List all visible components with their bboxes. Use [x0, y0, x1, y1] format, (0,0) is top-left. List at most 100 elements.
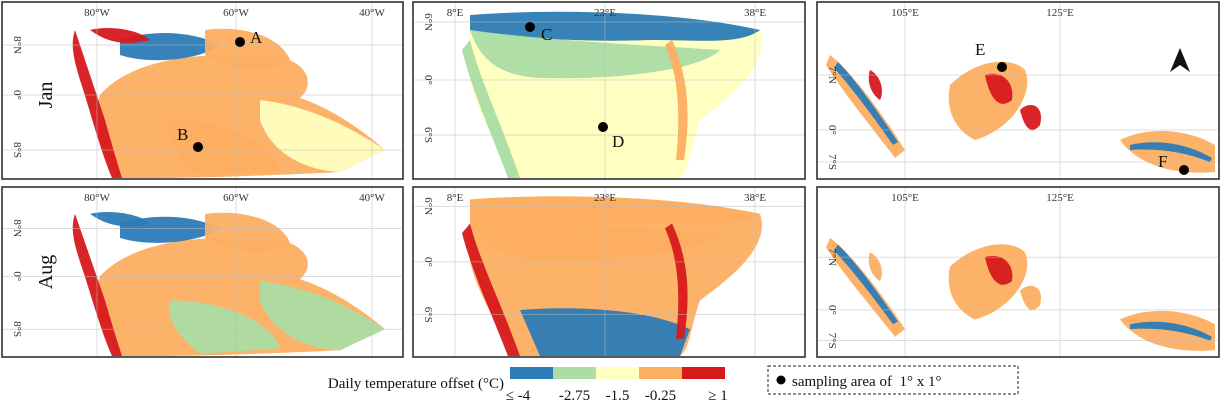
lon-label: 23°E: [594, 192, 616, 204]
lat-label: 7°S: [826, 333, 838, 349]
lat-label: 7°S: [826, 154, 838, 170]
legend-swatch: [596, 367, 639, 379]
north-arrow: [1170, 48, 1190, 72]
land-region: [985, 73, 1013, 104]
land-region: [1120, 310, 1215, 351]
lon-label: 40°W: [359, 192, 385, 204]
legend-swatch: [639, 367, 682, 379]
land-region: [260, 100, 385, 172]
lon-label: 38°E: [744, 7, 766, 19]
legend-swatch: [510, 367, 553, 379]
land-region: [948, 61, 1028, 140]
lon-label: 125°E: [1046, 7, 1074, 19]
sampling-box: [767, 365, 1019, 395]
land: [413, 187, 805, 357]
lon-label: 105°E: [891, 7, 919, 19]
land-region: [90, 28, 150, 43]
land-region: [985, 255, 1013, 285]
land-region: [1120, 130, 1215, 173]
labels: 80°W 60°W 40°W 8°N 0° 8°S 8°E 23°E 38°E 6°N 0° 6°S 1…: [11, 7, 1074, 349]
lat-label: 7°N: [826, 66, 838, 84]
land-region: [1130, 321, 1212, 341]
row-label: Aug: [35, 255, 57, 289]
legend: ≤ -4 -2.75 -1.5 -0.25 ≥ 1: [506, 367, 728, 404]
panel-frame: [816, 1, 1220, 180]
row-label: Jan: [35, 82, 57, 109]
lon-label: 8°E: [447, 192, 464, 204]
sampling-note: sampling area of 1° x 1°: [792, 374, 941, 390]
lon-label: 80°W: [84, 192, 110, 204]
lat-label: 0°: [422, 75, 434, 85]
land-region: [1130, 142, 1212, 162]
site-dot: [1179, 165, 1189, 175]
lon-label: 8°E: [447, 7, 464, 19]
sampling-dot: [776, 375, 786, 385]
land-region: [72, 30, 122, 178]
site-label: B: [177, 125, 188, 144]
land: [2, 2, 403, 179]
site-label: A: [250, 28, 263, 47]
land-region: [462, 223, 520, 357]
lat-label: 8°N: [11, 219, 23, 237]
land: [817, 2, 1219, 179]
land-region: [205, 28, 290, 70]
lon-label: 80°W: [84, 7, 110, 19]
lon-label: 125°E: [1046, 192, 1074, 204]
lon-label: 60°W: [223, 7, 249, 19]
lon-label: 60°W: [223, 192, 249, 204]
legend-label: ≤ -4: [506, 388, 531, 404]
site-dot: [598, 122, 608, 132]
land-region: [470, 11, 760, 41]
land: [2, 187, 403, 357]
lat-label: 0°: [826, 125, 838, 135]
legend-label: -1.5: [606, 388, 630, 404]
map-panel: [1, 1, 404, 180]
legend-title: Daily temperature offset (°C): [328, 376, 504, 392]
legend-swatch: [553, 367, 596, 379]
legend-swatch: [682, 367, 725, 379]
lat-label: 6°N: [422, 13, 434, 31]
land: [817, 187, 1219, 357]
land-region: [1020, 105, 1041, 130]
land-region: [470, 196, 760, 225]
lat-label: 7°N: [826, 248, 838, 266]
legend-label: ≥ 1: [708, 388, 727, 404]
land-region: [72, 213, 122, 357]
lat-label: 0°: [826, 305, 838, 315]
land-region: [1020, 285, 1041, 310]
land-region: [948, 244, 1028, 320]
lat-label: 0°: [11, 271, 23, 281]
maps: [1, 1, 1220, 358]
site-label: E: [975, 40, 985, 59]
land-region: [834, 244, 898, 325]
lon-label: 38°E: [744, 192, 766, 204]
site-label: D: [612, 132, 624, 151]
land-region: [665, 223, 688, 339]
panel-frame: [1, 186, 404, 358]
lat-label: 0°: [11, 90, 23, 100]
panel-frame: [816, 186, 1220, 358]
site-dot: [235, 37, 245, 47]
land-region: [169, 300, 280, 355]
site-dot: [193, 142, 203, 152]
lon-label: 40°W: [359, 7, 385, 19]
panel-frame: [1, 1, 404, 180]
land-region: [470, 213, 720, 261]
lon-label: 23°E: [594, 7, 616, 19]
land-region: [665, 40, 688, 160]
panel-frame: [412, 186, 806, 358]
lon-label: 105°E: [891, 192, 919, 204]
land-region: [90, 212, 150, 227]
lat-label: 8°N: [11, 36, 23, 54]
panel-frame: [412, 1, 806, 180]
map-panel: [1, 186, 404, 358]
map-panel: [816, 186, 1220, 358]
land-region: [868, 70, 882, 100]
map-panel: [412, 186, 806, 358]
land-region: [169, 120, 280, 176]
lat-label: 0°: [422, 257, 434, 267]
lat-label: 8°S: [11, 142, 23, 158]
legend-label: -2.75: [559, 388, 590, 404]
lat-label: 6°N: [422, 197, 434, 215]
land-region: [260, 281, 385, 351]
